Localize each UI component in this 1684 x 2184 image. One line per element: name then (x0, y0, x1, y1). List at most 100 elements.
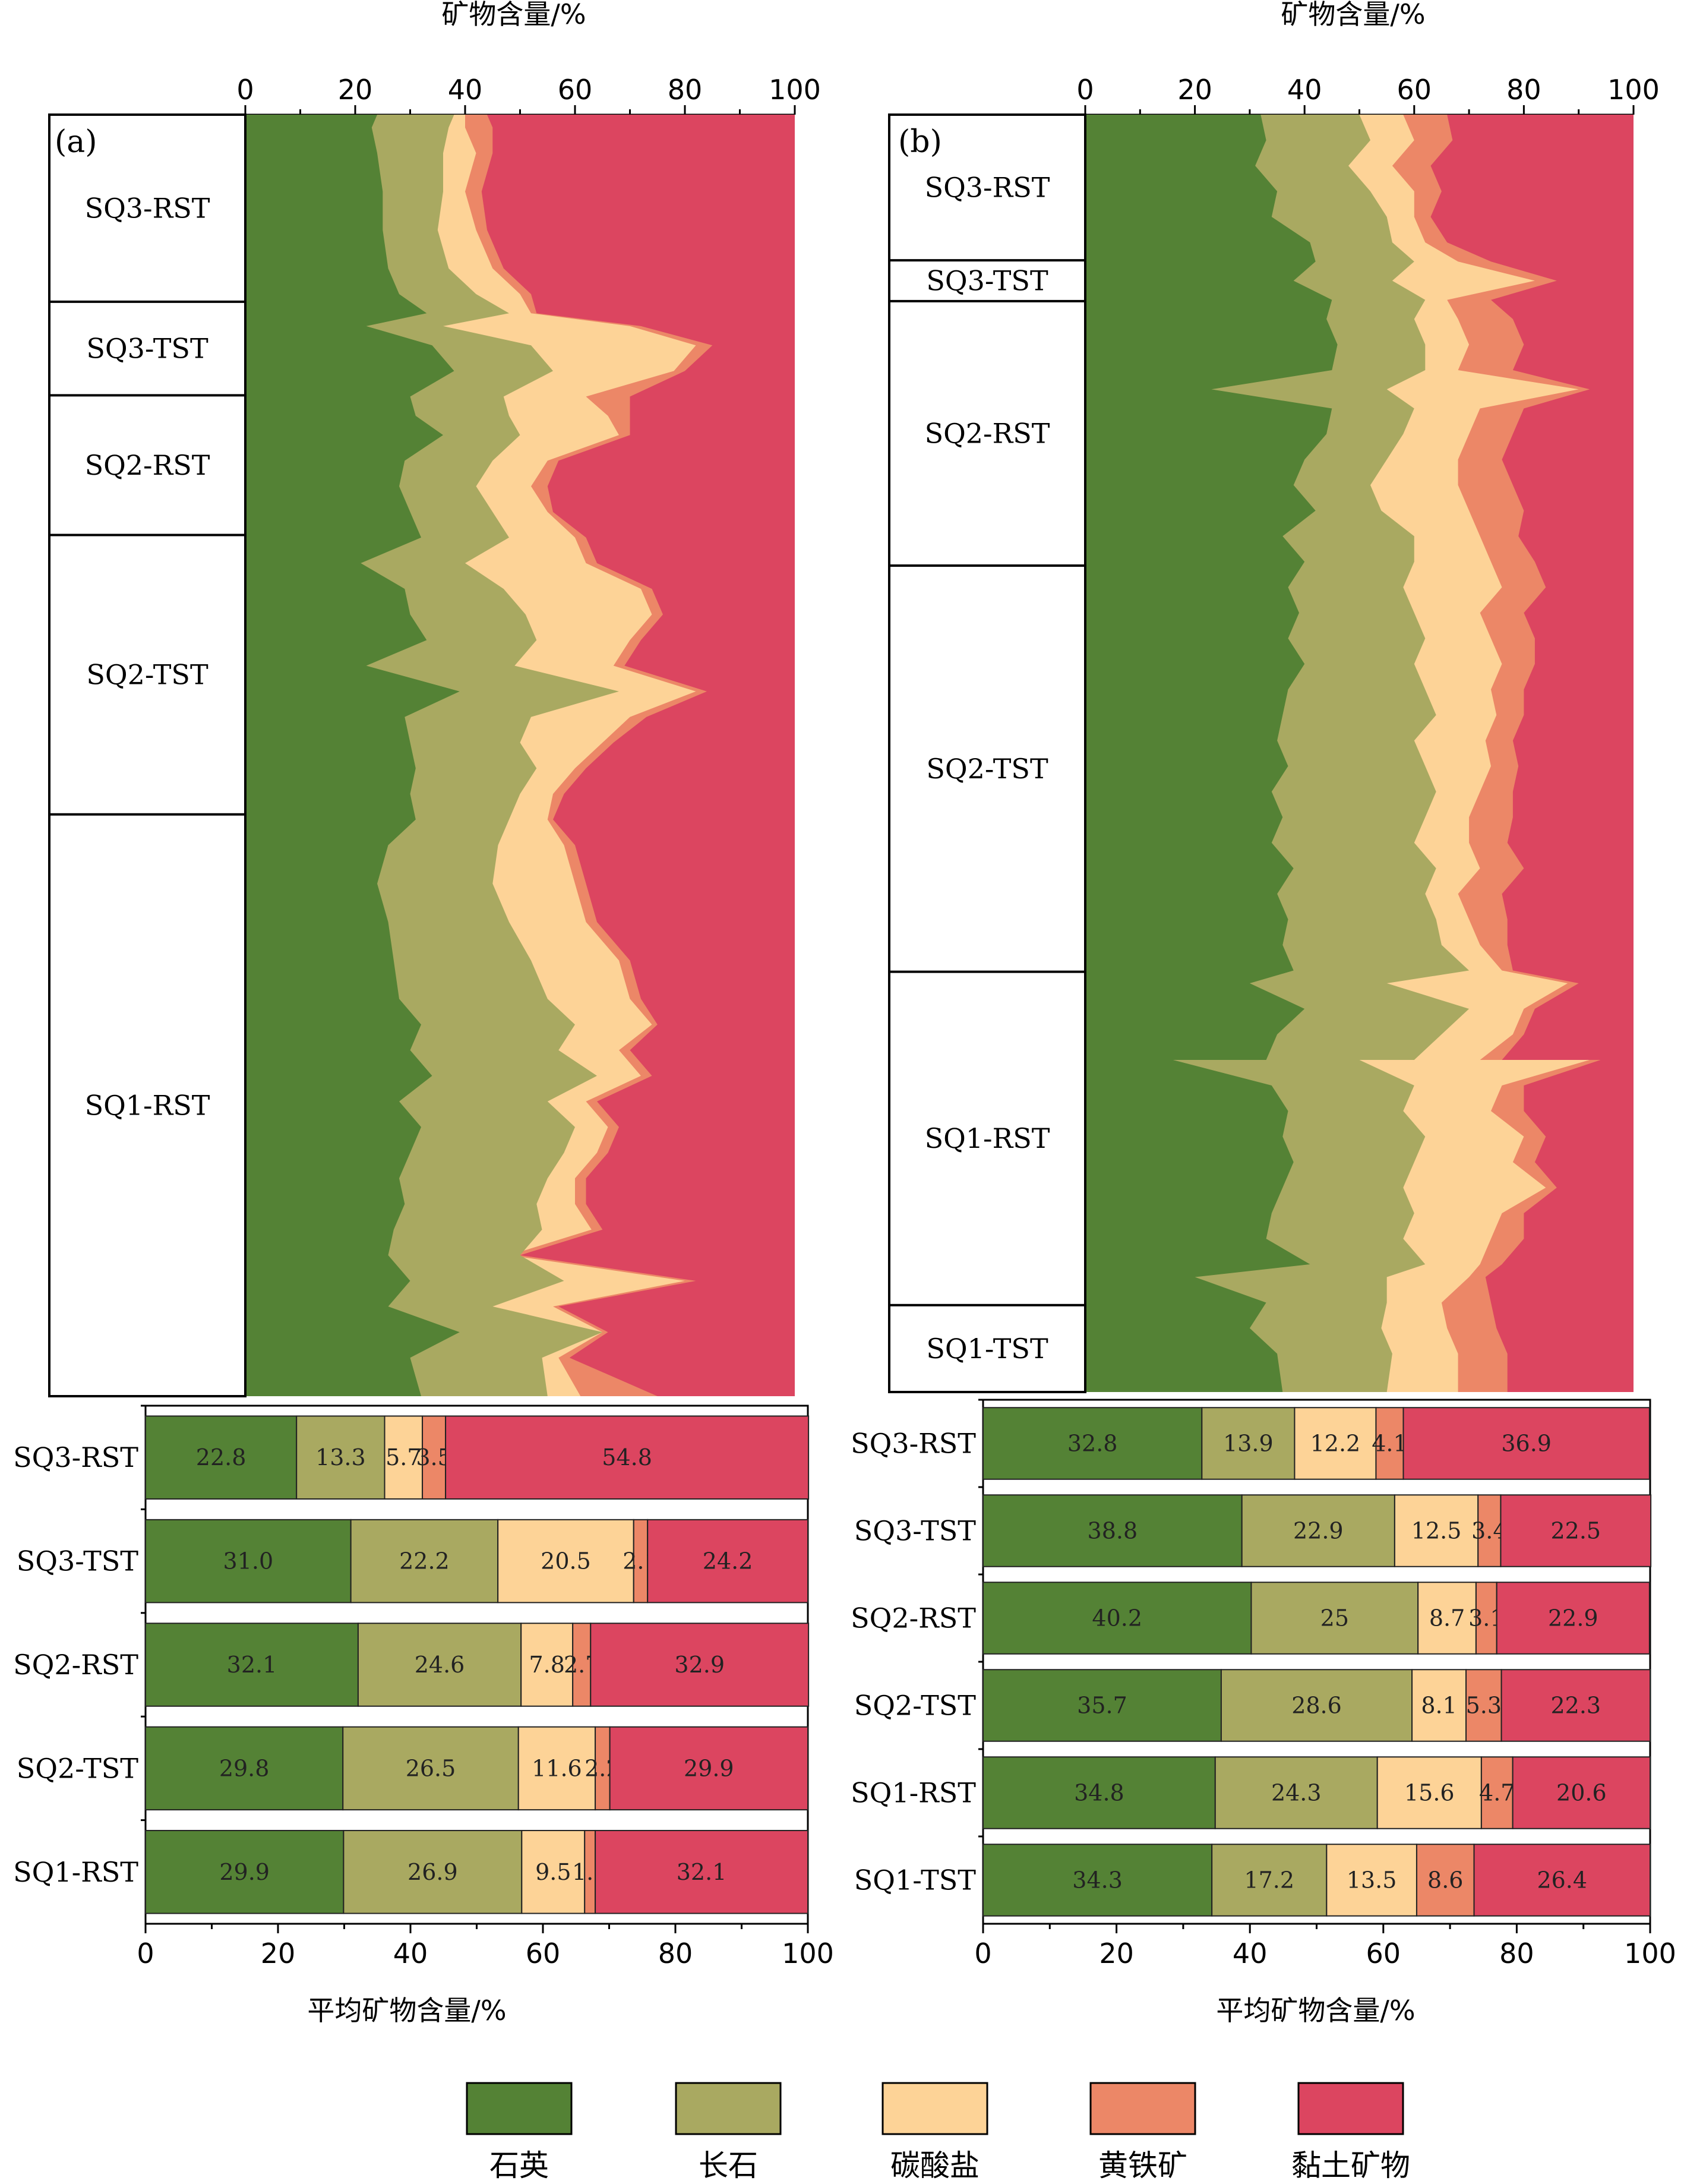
bar-segment-b (1294, 1407, 1377, 1480)
bar-value-label-b: 4.1 (1372, 1431, 1407, 1457)
bar-value-label-a: 29.8 (219, 1755, 270, 1781)
bar-value-label-a: 13.3 (315, 1444, 366, 1470)
legend-label-0: 石英 (489, 2148, 549, 2183)
panel-a-stacked-area (245, 115, 795, 1396)
bar-segment-b (1201, 1407, 1296, 1480)
bar-segment-a (609, 1726, 808, 1811)
bar-value-label-b: 22.9 (1293, 1518, 1344, 1544)
bar-value-label-b: 12.5 (1411, 1518, 1462, 1544)
panel-b-profile: 矿物含量/% 0 20 40 60 80 100 SQ3-RST SQ3-TST SQ2-RS… (888, 0, 1660, 1393)
category-label-a: SQ2-RST (13, 1649, 138, 1681)
top-tick-label-b: 100 (1607, 74, 1660, 106)
bar-segment-a (296, 1415, 386, 1500)
bottom-tick-label-a: 80 (658, 1937, 693, 1970)
bar-value-label-a: 22.2 (399, 1548, 450, 1574)
interval-label-a: SQ3-RST (85, 192, 210, 224)
bar-value-label-b: 34.8 (1074, 1780, 1124, 1806)
bar-value-label-b: 12.2 (1310, 1431, 1361, 1457)
bar-segment-a (590, 1623, 810, 1707)
category-label-b: SQ3-RST (851, 1428, 976, 1460)
top-tick-label-b: 60 (1397, 74, 1432, 106)
bar-segment-b (1220, 1669, 1413, 1742)
bar-value-label-b: 15.6 (1404, 1780, 1455, 1806)
bar-value-label-a: 20.5 (541, 1548, 591, 1574)
top-tick-label-a: 40 (448, 74, 483, 106)
panel-a-bottom-axis-title: 平均矿物含量/% (307, 1994, 506, 2027)
bottom-tick-label-b: 20 (1099, 1937, 1134, 1970)
bar-value-label-b: 20.6 (1556, 1780, 1607, 1806)
interval-label-a: SQ2-RST (85, 449, 210, 481)
bar-segment-a (445, 1415, 810, 1500)
bar-segment-b (1394, 1494, 1479, 1567)
bar-value-label-b: 28.6 (1291, 1693, 1342, 1719)
bar-segment-a (343, 1830, 523, 1914)
bar-segment-a (595, 1726, 611, 1811)
legend-swatch-1 (675, 2082, 782, 2135)
bottom-tick-label-b: 60 (1366, 1937, 1401, 1970)
bar-value-label-b: 34.3 (1072, 1867, 1123, 1893)
bar-segment-a (145, 1415, 298, 1500)
bar-segment-b (982, 1844, 1213, 1917)
bar-segment-b (1477, 1494, 1502, 1567)
bar-value-label-a: 7.8 (529, 1652, 564, 1678)
interval-label-a: SQ3-TST (86, 333, 208, 365)
category-label-b: SQ3-TST (854, 1515, 977, 1547)
bar-segment-a (647, 1519, 809, 1604)
bar-value-label-a: 31.0 (223, 1548, 274, 1574)
panel-b-top-axis-title: 矿物含量/% (1281, 0, 1425, 30)
bar-segment-a (342, 1726, 519, 1811)
bar-segment-b (1250, 1582, 1419, 1655)
bar-segment-b (982, 1494, 1243, 1567)
legend: 石英 长石 碳酸盐 黄铁矿 黏土矿物 (466, 2082, 1410, 2183)
category-label-a: SQ1-RST (13, 1856, 138, 1888)
bar-value-label-a: 9.5 (535, 1859, 571, 1885)
interval-label-b: SQ2-TST (926, 753, 1048, 785)
bar-segment-a (521, 1830, 586, 1914)
top-tick-label-a: 100 (769, 74, 821, 106)
quartz-area-a (245, 115, 460, 1396)
bar-segment-b (982, 1756, 1216, 1829)
bar-value-label-a: 22.8 (196, 1444, 247, 1470)
bar-plot-frame-b (982, 1399, 1651, 1925)
bar-value-label-b: 4.7 (1479, 1780, 1515, 1806)
bar-value-label-a: 24.2 (703, 1548, 753, 1574)
panel-a-sequence-column: SQ3-RST SQ3-TST SQ2-RST SQ2-TST SQ1-RST (48, 113, 247, 1397)
interval-label-a: SQ1-RST (85, 1089, 210, 1121)
bar-value-label-a: 5.7 (386, 1444, 421, 1470)
bottom-tick-label-a: 60 (526, 1937, 561, 1970)
interval-label-b: SQ1-RST (925, 1122, 1050, 1154)
bar-value-label-b: 5.3 (1466, 1693, 1502, 1719)
bar-segment-a (357, 1623, 522, 1707)
interval-label-b: SQ2-RST (925, 417, 1050, 449)
bar-value-label-a: 11.6 (532, 1755, 582, 1781)
panel-b-sequence-column: SQ3-RST SQ3-TST SQ2-RST SQ2-TST SQ1-RST SQ1-T… (888, 113, 1086, 1393)
bar-segment-b (1465, 1669, 1502, 1742)
interval-label-b: SQ1-TST (926, 1333, 1048, 1365)
top-tick-label-a: 80 (668, 74, 703, 106)
legend-label-3: 黄铁矿 (1098, 2148, 1187, 2183)
top-tick-label-a: 0 (236, 74, 254, 106)
bar-value-label-a: 26.9 (407, 1859, 458, 1885)
legend-label-4: 黏土矿物 (1291, 2148, 1410, 2183)
bar-value-label-a: 54.8 (602, 1444, 652, 1470)
bar-value-label-a: 32.1 (677, 1859, 727, 1885)
bar-segment-a (595, 1830, 809, 1914)
bar-segment-b (1512, 1756, 1651, 1829)
bar-value-label-b: 26.4 (1537, 1867, 1587, 1893)
bar-segment-b (1376, 1756, 1482, 1829)
interval-label-b: SQ3-RST (925, 172, 1050, 204)
interval-label-b: SQ3-TST (926, 265, 1048, 297)
category-label-b: SQ1-TST (854, 1864, 977, 1896)
bottom-tick-label-b: 100 (1624, 1937, 1676, 1970)
bar-segment-b (982, 1407, 1203, 1480)
bar-value-label-b: 24.3 (1271, 1780, 1322, 1806)
legend-swatch-4 (1297, 2082, 1404, 2135)
legend-swatch-2 (882, 2082, 988, 2135)
bottom-tick-label-b: 40 (1233, 1937, 1268, 1970)
bar-segment-b (1473, 1844, 1651, 1917)
bar-segment-b (982, 1669, 1222, 1742)
top-tick-label-a: 60 (558, 74, 593, 106)
